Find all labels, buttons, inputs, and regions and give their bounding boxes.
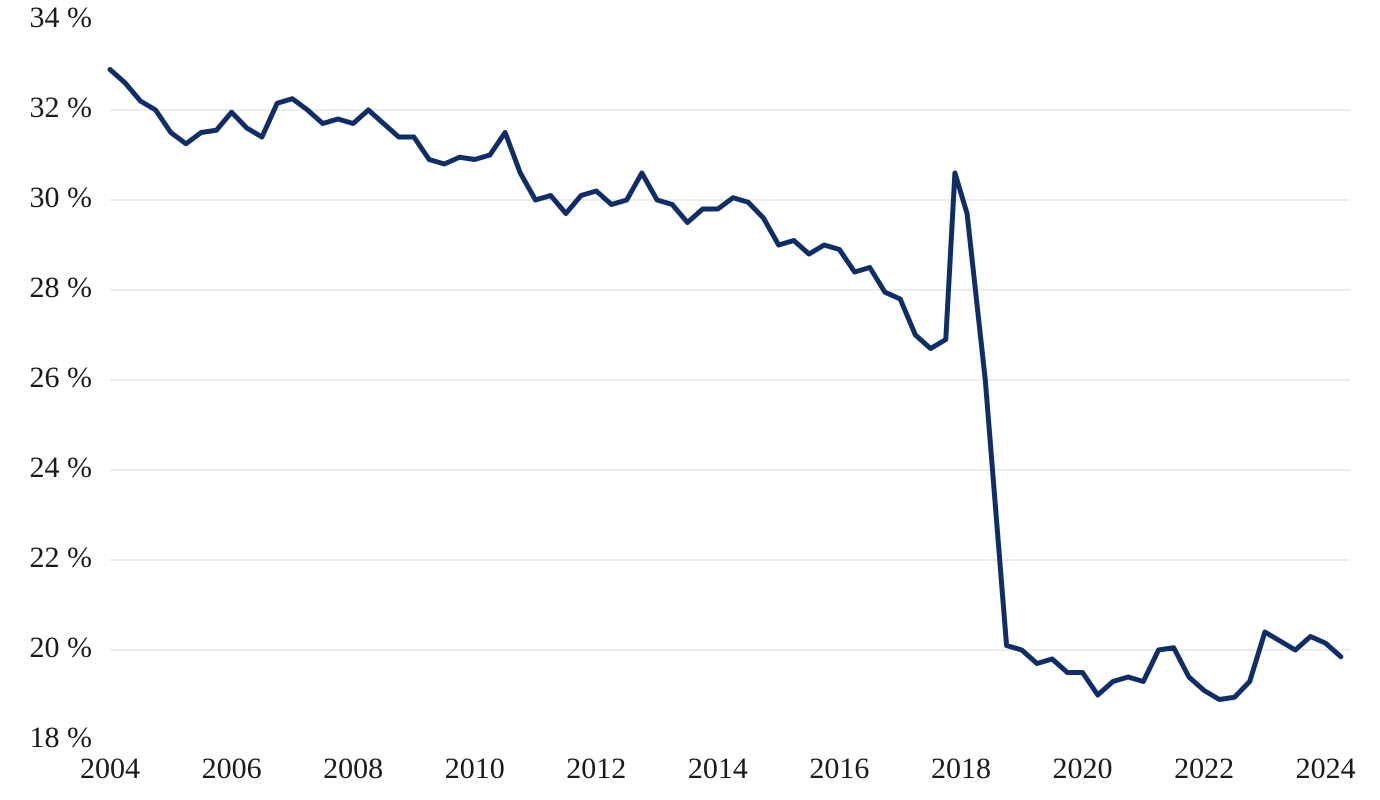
x-tick-label: 2018 [931, 752, 991, 785]
x-tick-label: 2016 [809, 752, 869, 785]
x-tick-label: 2008 [323, 752, 383, 785]
x-tick-label: 2010 [445, 752, 505, 785]
y-tick-label: 30 % [30, 181, 93, 214]
x-tick-label: 2014 [688, 752, 748, 785]
x-tick-label: 2006 [202, 752, 262, 785]
y-tick-label: 34 % [30, 1, 93, 34]
y-tick-label: 22 % [30, 541, 93, 574]
x-tick-label: 2020 [1053, 752, 1113, 785]
x-tick-label: 2004 [80, 752, 140, 785]
y-tick-label: 32 % [30, 91, 93, 124]
y-tick-label: 18 % [30, 721, 93, 754]
y-tick-label: 24 % [30, 451, 93, 484]
y-tick-label: 20 % [30, 631, 93, 664]
chart-background [0, 0, 1380, 800]
y-tick-label: 28 % [30, 271, 93, 304]
chart-svg: 18 % 20 % 22 % 24 % 26 % 28 % 30 % 32 % 34 % 2004… [0, 0, 1380, 800]
x-tick-label: 2012 [566, 752, 626, 785]
x-tick-label: 2024 [1296, 752, 1356, 785]
x-tick-label: 2022 [1174, 752, 1234, 785]
line-chart: 18 % 20 % 22 % 24 % 26 % 28 % 30 % 32 % 34 % 2004… [0, 0, 1380, 800]
y-tick-label: 26 % [30, 361, 93, 394]
